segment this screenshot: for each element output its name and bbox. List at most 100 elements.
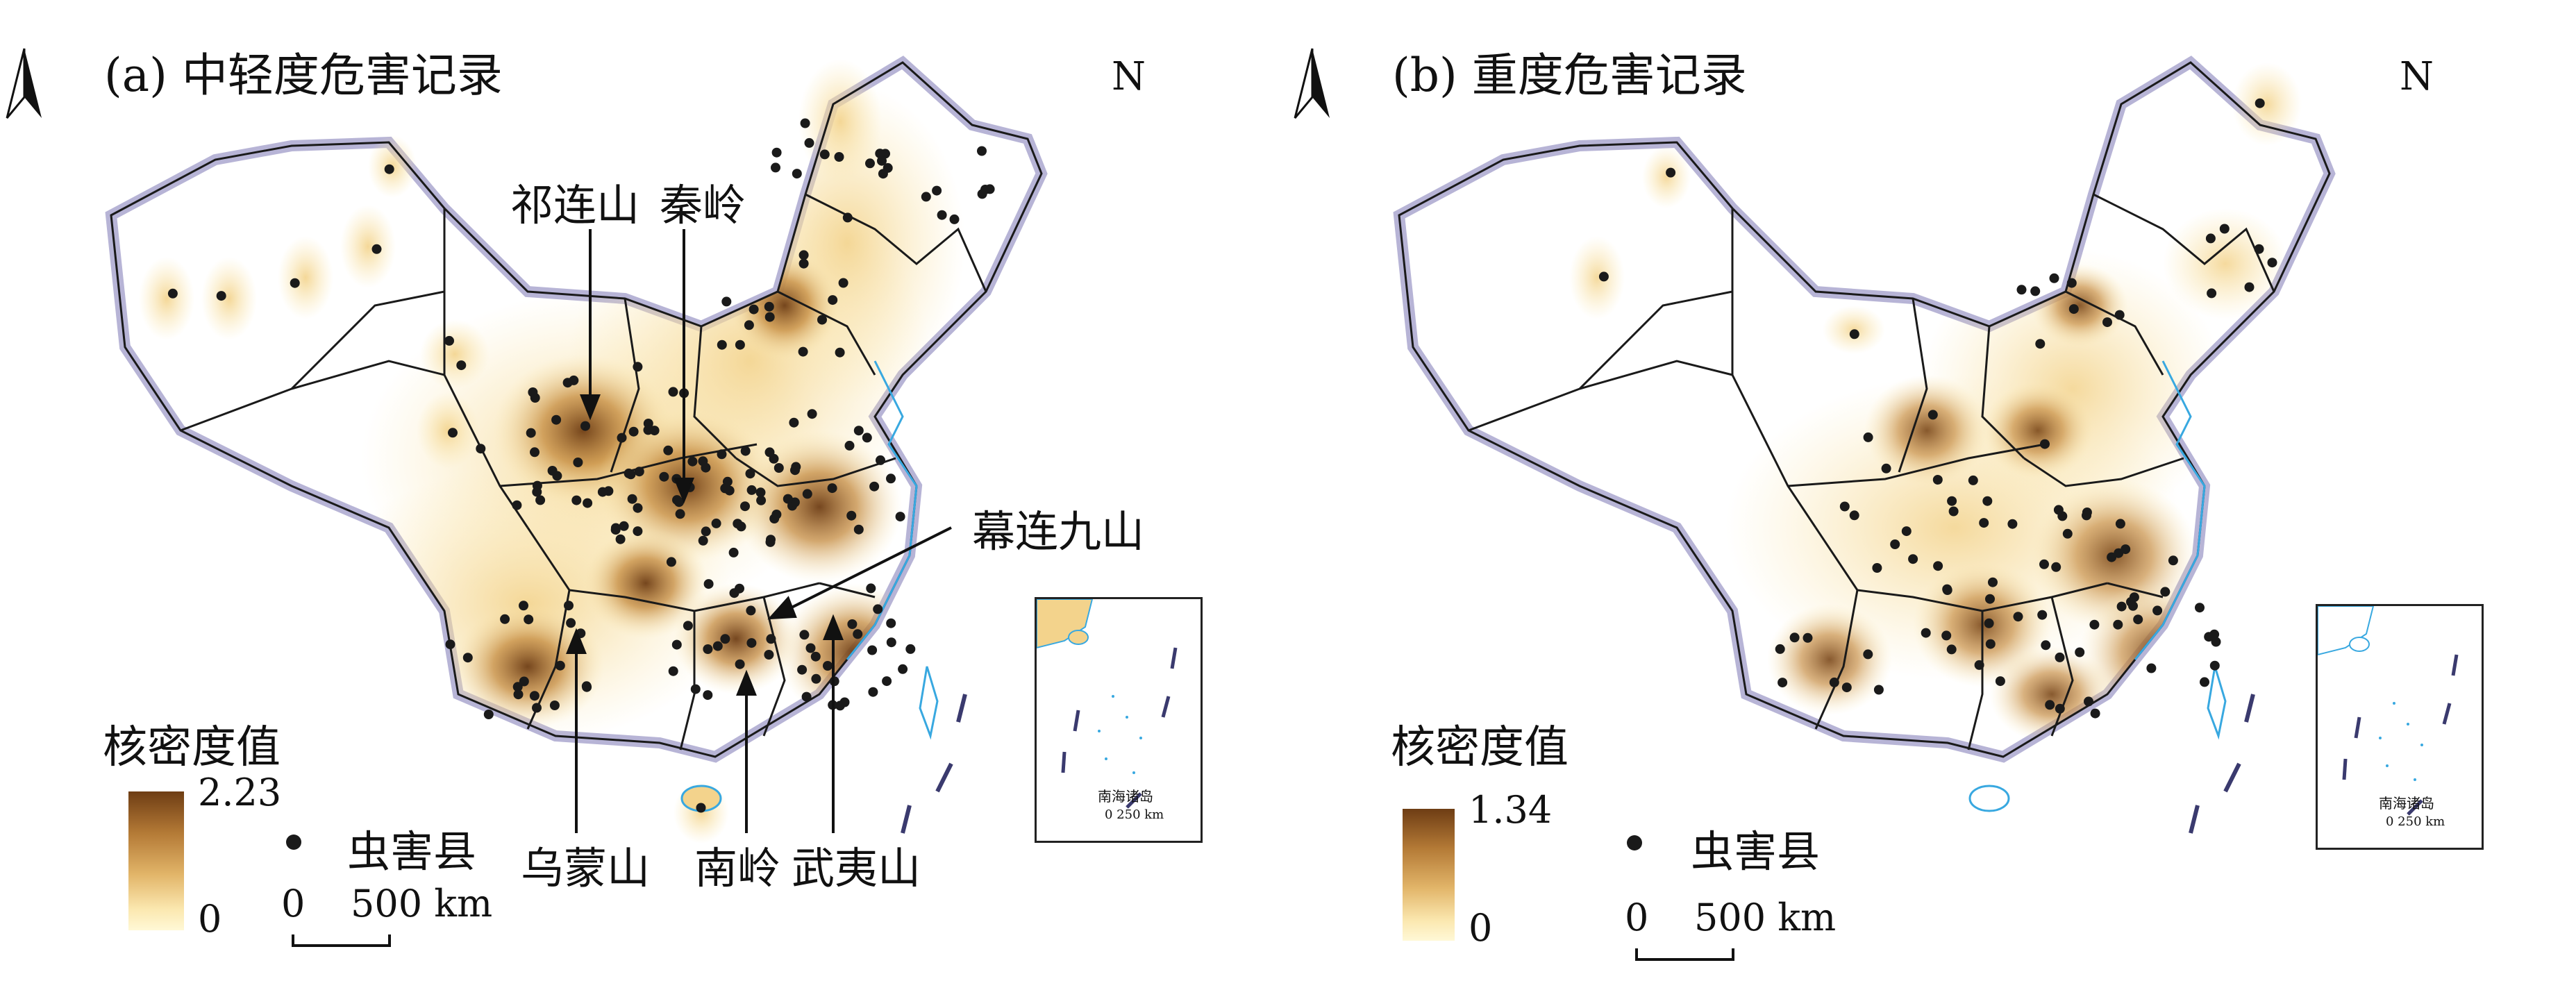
county-point — [703, 690, 713, 701]
panel-b: (b) 重度危害记录 N 核密度值 1.34 0 虫害县 0 500 km 南海… — [1288, 0, 2576, 981]
county-point — [771, 162, 780, 173]
county-point — [1598, 271, 1609, 282]
county-point — [773, 463, 784, 473]
legend-min: 0 — [1469, 906, 1493, 950]
point-symbol-icon — [1627, 835, 1642, 850]
county-point — [985, 184, 995, 194]
county-point — [701, 526, 711, 537]
county-point — [1901, 526, 1912, 537]
county-point — [2075, 647, 2085, 657]
county-point — [847, 619, 858, 629]
county-point — [791, 462, 801, 472]
county-point — [2211, 637, 2221, 647]
county-point — [740, 446, 751, 456]
county-point — [755, 487, 766, 498]
county-point — [828, 295, 838, 305]
county-point — [792, 169, 802, 179]
county-point — [733, 519, 743, 529]
county-point — [617, 433, 627, 443]
county-point — [1968, 475, 1978, 485]
county-point — [802, 489, 812, 499]
legend-min: 0 — [198, 897, 222, 941]
county-point — [2205, 233, 2216, 244]
scale-distance: 500 km — [1694, 896, 1837, 939]
county-point — [873, 604, 883, 614]
county-point — [530, 447, 540, 458]
county-point — [456, 360, 467, 371]
county-point — [745, 469, 755, 479]
nine-dash-line-b — [2189, 694, 2255, 834]
county-point — [835, 347, 845, 358]
county-point — [905, 644, 916, 654]
county-point — [526, 428, 536, 438]
county-point — [937, 210, 947, 220]
county-point — [2053, 505, 2064, 515]
county-point — [448, 428, 458, 438]
county-point — [807, 409, 817, 419]
county-point — [674, 497, 684, 508]
county-point — [834, 152, 844, 162]
county-point — [444, 335, 454, 346]
county-point — [634, 467, 644, 477]
county-point — [711, 518, 721, 528]
county-point — [2049, 273, 2059, 283]
county-point — [2160, 587, 2171, 597]
coastline-b — [2134, 360, 2206, 660]
county-point — [798, 250, 809, 260]
county-point — [2066, 278, 2077, 288]
density-color-ramp — [128, 791, 184, 930]
county-point — [846, 510, 857, 521]
county-point — [1839, 501, 1850, 512]
county-point — [167, 288, 178, 299]
county-point — [2035, 339, 2046, 349]
county-point — [1829, 677, 1839, 687]
legend-max: 1.34 — [1469, 788, 1553, 832]
county-point — [562, 378, 573, 388]
county-point — [867, 645, 878, 655]
county-point — [771, 147, 782, 158]
county-point — [384, 164, 394, 174]
county-point — [2055, 703, 2065, 714]
panel-title: (b) 重度危害记录 — [1392, 49, 1747, 102]
county-point — [2082, 510, 2091, 521]
county-point — [2051, 562, 2061, 572]
county-point — [769, 453, 779, 464]
county-point — [797, 664, 808, 675]
inset-map — [1037, 599, 1178, 809]
county-point — [853, 629, 863, 639]
county-point — [886, 637, 896, 648]
county-point — [2267, 258, 2277, 268]
county-point — [720, 483, 730, 494]
county-point — [698, 456, 708, 467]
annotation-nanling: 南岭 — [694, 843, 781, 894]
county-point — [512, 682, 523, 692]
inset-scale: 0 250 km — [2386, 814, 2445, 829]
county-point — [875, 149, 885, 159]
county-point — [532, 703, 542, 713]
county-point — [1881, 463, 1891, 473]
inset-label: 南海诸岛 — [1098, 788, 1153, 805]
county-point — [532, 480, 542, 491]
county-point — [566, 618, 576, 628]
county-point — [462, 653, 473, 663]
county-point — [735, 659, 745, 669]
north-arrow-icon — [6, 48, 42, 119]
panel-a: (a) 中轻度危害记录 N 祁连山 秦岭 幕连九山 乌蒙山 南岭 武夷山 核密度… — [6, 48, 1203, 947]
county-point — [789, 417, 799, 428]
annotation-qinling: 秦岭 — [660, 180, 746, 230]
county-point — [804, 137, 814, 148]
county-point — [564, 601, 574, 611]
county-point — [868, 687, 878, 697]
county-point — [663, 445, 674, 455]
county-point — [659, 471, 669, 482]
county-point — [500, 614, 510, 624]
county-point — [1775, 644, 1785, 654]
county-point — [683, 621, 693, 631]
county-point — [811, 673, 821, 684]
county-point — [555, 660, 565, 671]
county-point — [2207, 288, 2217, 299]
county-point — [633, 503, 643, 513]
county-point — [615, 534, 626, 544]
county-point — [1872, 563, 1882, 573]
county-point — [2114, 310, 2125, 320]
